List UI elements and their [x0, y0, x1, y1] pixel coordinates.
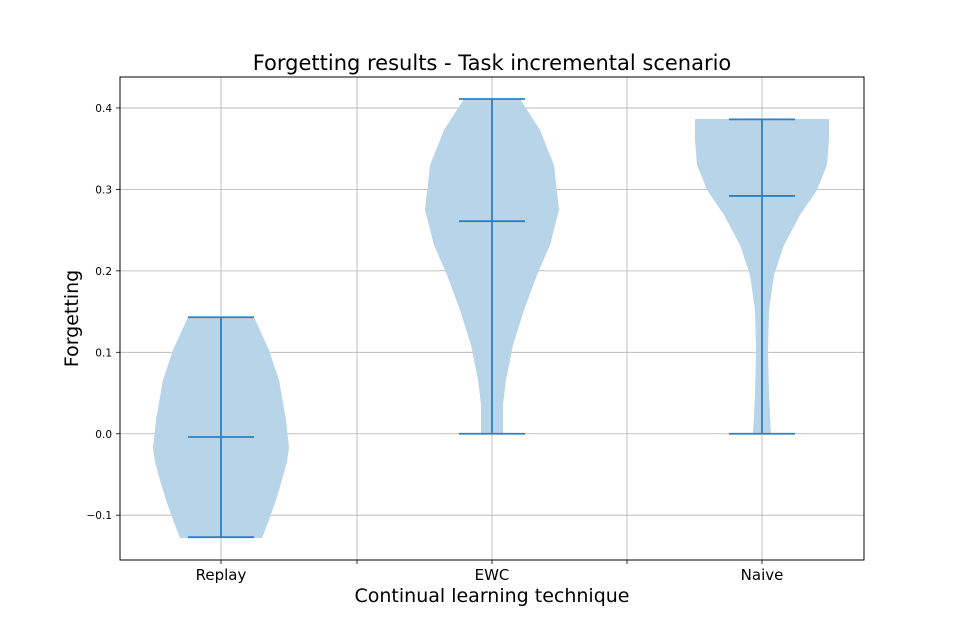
- y-axis-label: Forgetting: [61, 270, 83, 367]
- violin-bodies: [153, 99, 829, 538]
- y-tick-label: 0.2: [95, 266, 112, 278]
- x-tick-label: EWC: [475, 566, 510, 584]
- x-tick-label: Naive: [741, 566, 784, 584]
- y-tick-label: 0.3: [95, 184, 112, 196]
- violin-statistic-lines: [188, 98, 795, 539]
- y-tick-label: 0.1: [95, 347, 112, 359]
- x-axis-ticks: Replay EWC Naive: [196, 560, 784, 584]
- y-tick-label: −0.1: [87, 510, 113, 522]
- y-axis-ticks: −0.1 0.0 0.1 0.2 0.3 0.4: [87, 103, 120, 522]
- y-tick-label: 0.0: [95, 429, 112, 441]
- x-tick-label: Replay: [196, 566, 247, 584]
- x-axis-label: Continual learning technique: [355, 585, 630, 607]
- y-tick-label: 0.4: [95, 103, 112, 115]
- chart-title: Forgetting results - Task incremental sc…: [253, 51, 732, 75]
